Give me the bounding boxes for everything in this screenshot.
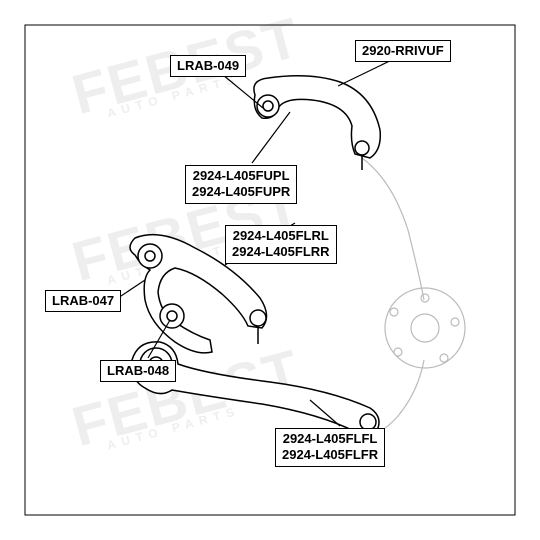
label-lrab047: LRAB-047 (45, 290, 121, 312)
label-l405flf-line2: 2924-L405FLFR (282, 447, 378, 462)
label-l405flr-line1: 2924-L405FLRL (233, 228, 329, 243)
upper-arm-balljoint (355, 141, 369, 155)
label-lrab048: LRAB-048 (100, 360, 176, 382)
label-2920-rrivuf: 2920-RRIVUF (355, 40, 451, 62)
hub-bolt-5 (390, 308, 398, 316)
label-l405fup-line2: 2924-L405FUPR (192, 184, 290, 199)
knuckle-outline (362, 158, 424, 434)
mid-arm-bushing-front-inner (145, 251, 155, 261)
label-2924-l405flr: 2924-L405FLRL 2924-L405FLRR (225, 225, 337, 264)
mid-arm-balljoint (250, 310, 266, 326)
label-l405flr-line2: 2924-L405FLRR (232, 244, 330, 259)
hub-bolt-1 (421, 294, 429, 302)
knuckle-assembly (362, 158, 465, 434)
parts-svg (0, 0, 540, 540)
leader-l405fup (252, 112, 290, 163)
hub-bolt-4 (394, 348, 402, 356)
label-2924-l405flf: 2924-L405FLFL 2924-L405FLFR (275, 428, 385, 467)
diagram-canvas: FEBEST AUTO PARTS FEBEST AUTO PARTS FEBE… (0, 0, 540, 540)
upper-arm (254, 76, 380, 170)
label-l405flf-line1: 2924-L405FLFL (283, 431, 378, 446)
hub-inner (411, 314, 439, 342)
mid-arm-bushing-rear-inner (167, 311, 177, 321)
hub-bolt-2 (451, 318, 459, 326)
label-2924-l405fup: 2924-L405FUPL 2924-L405FUPR (185, 165, 297, 204)
label-l405fup-line1: 2924-L405FUPL (193, 168, 290, 183)
label-lrab049: LRAB-049 (170, 55, 246, 77)
hub-bolt-3 (440, 354, 448, 362)
upper-arm-bushing-inner (263, 101, 273, 111)
